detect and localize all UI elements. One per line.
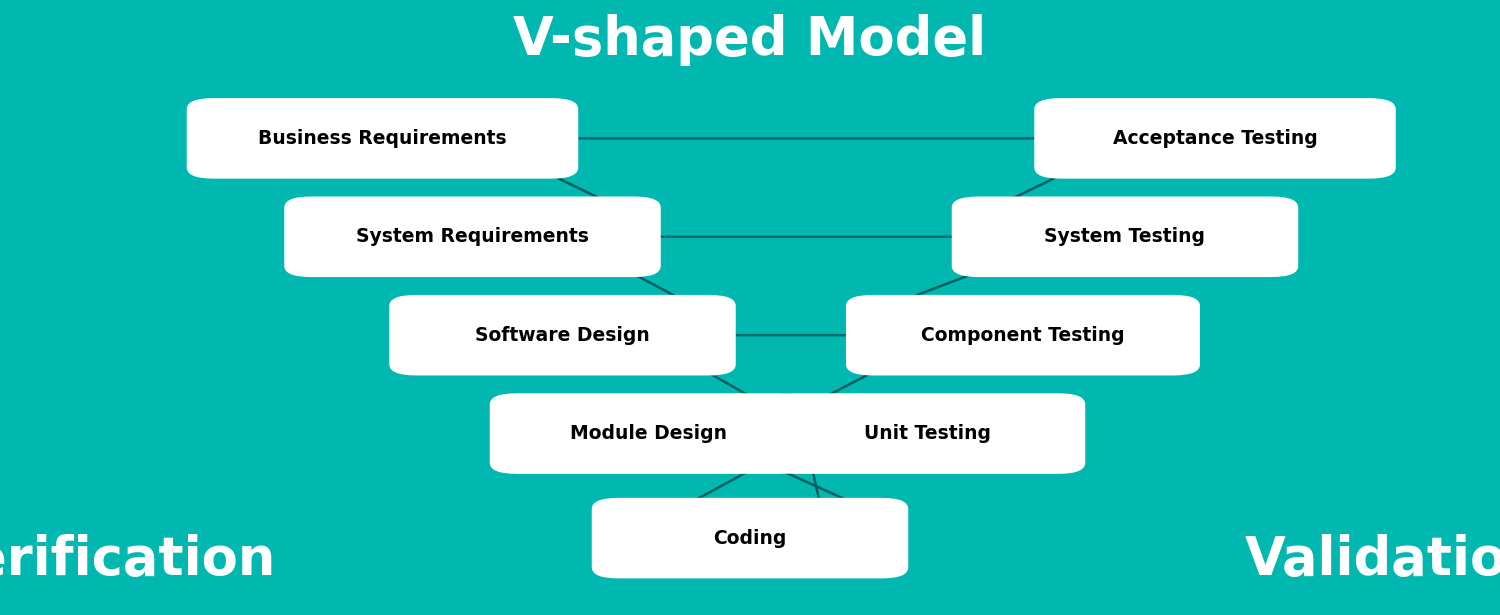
- Text: Acceptance Testing: Acceptance Testing: [1113, 129, 1317, 148]
- Text: Component Testing: Component Testing: [921, 326, 1125, 344]
- FancyBboxPatch shape: [489, 394, 807, 474]
- Text: Business Requirements: Business Requirements: [258, 129, 507, 148]
- FancyBboxPatch shape: [768, 394, 1084, 474]
- FancyBboxPatch shape: [591, 498, 908, 578]
- Text: Validation: Validation: [1245, 534, 1500, 585]
- Text: Coding: Coding: [714, 529, 786, 547]
- Text: System Testing: System Testing: [1044, 228, 1206, 246]
- FancyBboxPatch shape: [188, 98, 579, 178]
- FancyBboxPatch shape: [285, 197, 660, 277]
- Text: V-shaped Model: V-shaped Model: [513, 14, 987, 66]
- FancyBboxPatch shape: [846, 295, 1200, 375]
- FancyBboxPatch shape: [388, 295, 735, 375]
- Text: Unit Testing: Unit Testing: [864, 424, 990, 443]
- Text: Software Design: Software Design: [476, 326, 650, 344]
- FancyBboxPatch shape: [951, 197, 1298, 277]
- Text: System Requirements: System Requirements: [356, 228, 590, 246]
- Text: Verification: Verification: [0, 534, 276, 585]
- Text: Module Design: Module Design: [570, 424, 726, 443]
- FancyBboxPatch shape: [1035, 98, 1395, 178]
